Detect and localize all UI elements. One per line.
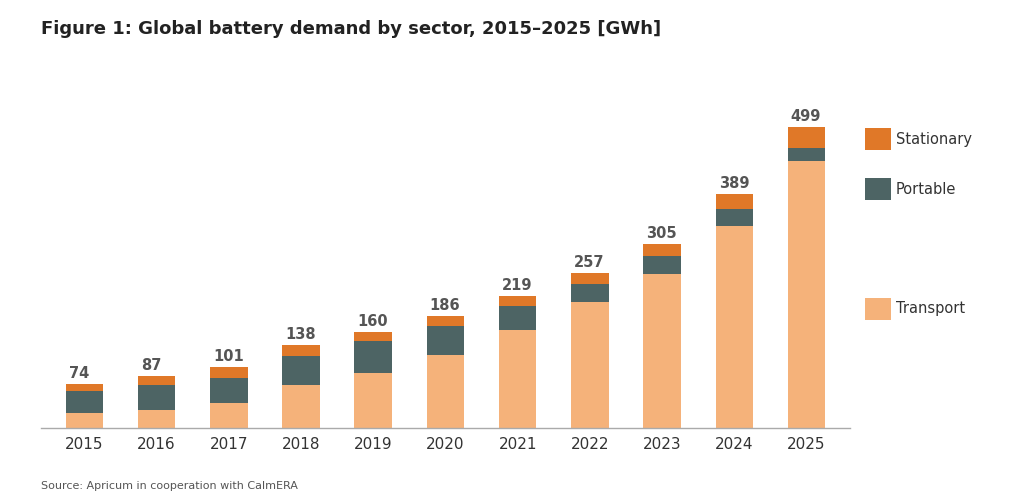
Text: 186: 186 <box>430 298 461 313</box>
Bar <box>283 356 319 385</box>
Bar <box>354 342 392 373</box>
Bar <box>499 306 537 330</box>
Bar <box>66 391 103 413</box>
Bar <box>283 385 319 428</box>
Text: Figure 1: Global battery demand by sector, 2015–2025 [GWh]: Figure 1: Global battery demand by secto… <box>41 20 662 38</box>
Bar <box>354 332 392 342</box>
Bar <box>571 302 608 428</box>
Text: 257: 257 <box>574 255 604 270</box>
Bar <box>571 283 608 302</box>
Bar <box>643 274 681 428</box>
Text: 219: 219 <box>502 278 532 293</box>
Text: 160: 160 <box>357 314 388 329</box>
Bar <box>138 385 175 409</box>
Text: Portable: Portable <box>896 182 956 197</box>
Bar <box>283 345 319 356</box>
Bar <box>66 413 103 428</box>
Text: 389: 389 <box>719 176 750 191</box>
Text: Stationary: Stationary <box>896 132 972 147</box>
Bar <box>66 383 103 391</box>
Bar <box>210 403 248 428</box>
Bar <box>643 256 681 274</box>
Text: 87: 87 <box>140 358 161 373</box>
Text: 138: 138 <box>286 327 315 342</box>
Bar <box>427 326 464 355</box>
Text: 499: 499 <box>791 110 821 124</box>
Bar <box>210 368 248 377</box>
Text: 101: 101 <box>213 350 244 365</box>
Bar <box>138 376 175 385</box>
Bar <box>716 226 753 428</box>
Bar <box>210 377 248 403</box>
Bar <box>427 355 464 428</box>
Bar <box>716 210 753 226</box>
Bar <box>499 296 537 306</box>
Bar <box>571 273 608 283</box>
Text: Transport: Transport <box>896 301 966 316</box>
Bar <box>427 316 464 326</box>
Bar <box>787 127 825 148</box>
Bar <box>499 330 537 428</box>
Bar <box>716 194 753 210</box>
Text: 74: 74 <box>69 366 89 380</box>
Text: Source: Apricum in cooperation with CalmERA: Source: Apricum in cooperation with Calm… <box>41 481 298 491</box>
Bar <box>787 148 825 161</box>
Text: 305: 305 <box>646 227 677 242</box>
Bar <box>354 373 392 428</box>
Bar <box>138 409 175 428</box>
Bar <box>643 245 681 256</box>
Bar <box>787 161 825 428</box>
